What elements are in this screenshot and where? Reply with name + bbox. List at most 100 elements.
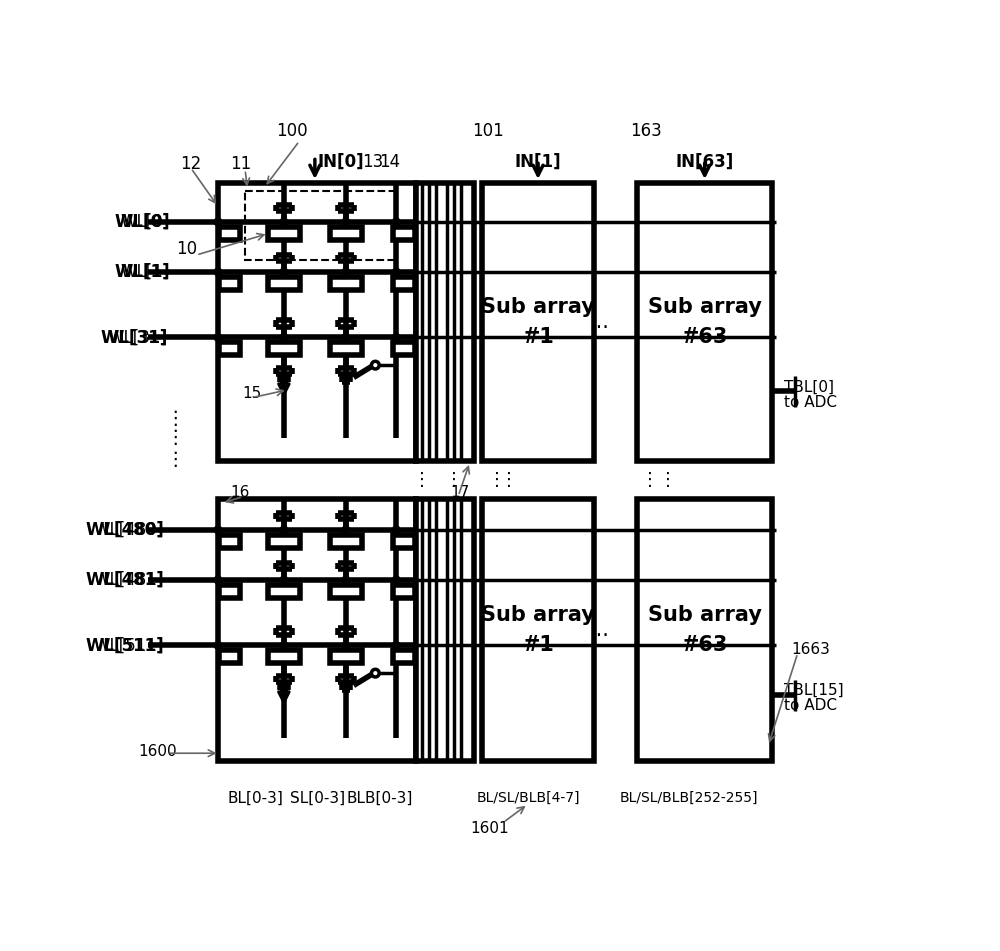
Circle shape (280, 218, 288, 225)
Text: WL[0]: WL[0] (114, 213, 170, 231)
Text: WL[481]: WL[481] (85, 571, 164, 589)
Bar (416, 499, 474, 761)
Circle shape (280, 576, 288, 584)
Text: Sub array: Sub array (481, 605, 595, 625)
Circle shape (214, 334, 222, 341)
Circle shape (342, 218, 350, 225)
Text: 163: 163 (630, 122, 662, 140)
Bar (393, 277, 415, 290)
Bar (219, 226, 240, 240)
Text: TBL[15]: TBL[15] (784, 683, 843, 698)
Bar (637, 499, 772, 761)
Text: WL[511]: WL[511] (85, 636, 164, 654)
Text: BL[0-3]: BL[0-3] (227, 790, 283, 805)
Circle shape (342, 642, 350, 650)
Bar (219, 342, 240, 355)
Text: 17: 17 (450, 485, 469, 500)
Text: 15: 15 (243, 386, 262, 401)
Bar (219, 585, 240, 597)
Text: ⋮: ⋮ (336, 603, 356, 622)
Bar (268, 226, 300, 240)
Text: IN[0]: IN[0] (317, 153, 364, 171)
Bar (245, 191, 396, 261)
Circle shape (342, 334, 350, 341)
Circle shape (342, 268, 350, 276)
Text: ...: ... (589, 620, 609, 640)
Bar (393, 342, 415, 355)
Bar (219, 534, 240, 548)
Text: ⋮: ⋮ (274, 295, 294, 314)
Text: IN[1]: IN[1] (515, 153, 561, 171)
Bar (416, 184, 474, 460)
Text: WL[31]: WL[31] (100, 328, 168, 346)
Text: ⋮: ⋮ (445, 471, 463, 489)
Circle shape (392, 576, 400, 584)
Bar (393, 226, 415, 240)
Bar (268, 585, 300, 597)
Circle shape (214, 526, 222, 534)
Bar (637, 184, 772, 460)
Circle shape (280, 642, 288, 650)
Circle shape (392, 334, 400, 341)
Text: to ADC: to ADC (784, 396, 837, 411)
Text: 14: 14 (379, 153, 401, 171)
Text: 101: 101 (472, 122, 504, 140)
Circle shape (372, 362, 378, 368)
Text: WL[31]: WL[31] (108, 328, 168, 346)
Text: Sub array: Sub array (648, 605, 762, 625)
Circle shape (280, 268, 288, 276)
Text: WL[481]: WL[481] (93, 571, 164, 589)
Text: IN[63]: IN[63] (676, 153, 734, 171)
Text: 100: 100 (276, 122, 307, 140)
Text: WL[511]: WL[511] (93, 636, 164, 654)
Bar (219, 650, 240, 663)
Bar (330, 650, 362, 663)
Bar (268, 534, 300, 548)
Text: 13: 13 (362, 153, 384, 171)
Circle shape (392, 268, 400, 276)
Text: 11: 11 (231, 155, 252, 173)
Bar (218, 184, 416, 460)
Circle shape (392, 218, 400, 225)
Text: TBL[0]: TBL[0] (784, 380, 834, 395)
Text: #1: #1 (522, 327, 554, 347)
Text: SL[0-3]: SL[0-3] (290, 790, 345, 805)
Circle shape (342, 526, 350, 534)
Bar (482, 184, 594, 460)
Text: 1663: 1663 (792, 642, 830, 657)
Text: ⋮: ⋮ (658, 471, 676, 489)
Circle shape (214, 576, 222, 584)
Text: ⋮: ⋮ (166, 450, 185, 469)
Text: BL/SL/BLB[4-7]: BL/SL/BLB[4-7] (476, 791, 580, 805)
Text: ⋮: ⋮ (641, 471, 659, 489)
Bar (219, 277, 240, 290)
Text: ⋮: ⋮ (336, 295, 356, 314)
Bar (330, 534, 362, 548)
Text: BL/SL/BLB[252-255]: BL/SL/BLB[252-255] (620, 791, 758, 805)
Bar (330, 342, 362, 355)
Text: to ADC: to ADC (784, 698, 837, 713)
Bar (393, 650, 415, 663)
Text: ⋮: ⋮ (500, 471, 518, 489)
Text: 10: 10 (176, 240, 197, 258)
Bar (482, 499, 594, 761)
Bar (268, 650, 300, 663)
Bar (330, 277, 362, 290)
Text: WL[1]: WL[1] (121, 263, 170, 281)
Text: 16: 16 (230, 485, 249, 500)
Circle shape (280, 526, 288, 534)
Text: ⋮: ⋮ (488, 471, 506, 489)
Text: #63: #63 (682, 327, 728, 347)
Text: BLB[0-3]: BLB[0-3] (346, 790, 412, 805)
Text: WL[1]: WL[1] (114, 263, 170, 281)
Bar (268, 342, 300, 355)
Text: 12: 12 (180, 155, 202, 173)
Text: 1601: 1601 (470, 821, 509, 836)
Text: ⋮: ⋮ (413, 471, 431, 489)
Text: WL[480]: WL[480] (94, 521, 164, 539)
Text: ...: ... (589, 312, 609, 332)
Text: ⋮: ⋮ (274, 603, 294, 622)
Circle shape (392, 642, 400, 650)
Text: WL[0]: WL[0] (121, 213, 170, 231)
Bar (393, 534, 415, 548)
